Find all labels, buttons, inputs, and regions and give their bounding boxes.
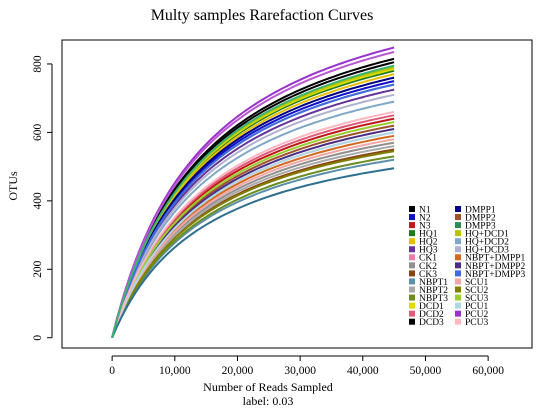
x-tick-label: 0 xyxy=(109,365,115,377)
series-line-32 xyxy=(111,64,395,338)
legend-swatch xyxy=(409,206,415,212)
legend-label: N3 xyxy=(419,222,431,232)
legend-swatch xyxy=(455,310,461,317)
curves xyxy=(111,46,395,339)
legend-swatch xyxy=(409,286,415,293)
legend-label: HQ3 xyxy=(419,246,438,256)
legend-label: CK2 xyxy=(419,262,437,272)
legend-label: NBPT1 xyxy=(419,278,448,288)
legend-swatch xyxy=(455,286,461,293)
x-axis-title: Number of Reads Sampled xyxy=(203,380,333,394)
series-line-nbpt3 xyxy=(111,155,395,339)
x-tick-label: 60,000 xyxy=(472,365,504,377)
legend-swatch xyxy=(409,230,415,237)
legend-swatch xyxy=(455,246,461,253)
legend-swatch xyxy=(409,302,415,309)
x-tick-label: 50,000 xyxy=(410,365,442,377)
x-tick-label: 40,000 xyxy=(347,365,379,377)
legend-label: HQ+DCD2 xyxy=(465,238,509,248)
legend-swatch xyxy=(409,222,415,229)
chart-title: Multy samples Rarefaction Curves xyxy=(151,7,374,24)
series-line-pcu3 xyxy=(111,110,395,339)
legend-swatch xyxy=(455,254,461,261)
legend-label: PCU3 xyxy=(465,318,488,328)
y-tick-label: 600 xyxy=(32,124,44,142)
legend-label: NBPT2 xyxy=(419,286,448,296)
legend-swatch xyxy=(455,270,461,277)
legend-swatch xyxy=(455,230,461,237)
legend-swatch xyxy=(455,262,461,269)
series-line-nbpt2 xyxy=(111,145,395,339)
series-line-dcd3 xyxy=(111,57,395,338)
x-tick-label: 30,000 xyxy=(284,365,316,377)
series-line-31 xyxy=(111,51,395,338)
legend-swatch xyxy=(409,294,415,301)
legend-swatch xyxy=(455,222,461,229)
legend-label: CK1 xyxy=(419,254,437,264)
legend-label: NBPT+DMPP3 xyxy=(465,270,526,280)
legend-swatch xyxy=(409,238,415,245)
legend-swatch xyxy=(409,214,415,221)
legend-label: CK3 xyxy=(419,270,437,280)
legend-label: HQ1 xyxy=(419,230,438,240)
legend-label: DCD1 xyxy=(419,302,444,312)
y-axis: 0 200 400 600 800 xyxy=(32,55,53,341)
series-line-scu3 xyxy=(111,121,395,339)
legend-swatch xyxy=(455,318,461,325)
series-line-nbpt-dmpp3 xyxy=(111,83,395,338)
x-tick-label: 10,000 xyxy=(159,365,191,377)
legend-swatch xyxy=(455,238,461,245)
legend-swatch xyxy=(409,318,415,325)
legend-label: DMPP2 xyxy=(465,213,496,223)
legend-label: DCD2 xyxy=(419,310,444,320)
x-tick-label: 20,000 xyxy=(222,365,254,377)
x-axis: 0 10,000 20,000 30,000 40,000 50,000 60,000 xyxy=(109,355,504,377)
series-line-30 xyxy=(111,167,395,339)
legend-label: DMPP1 xyxy=(465,205,496,215)
series-line-n1 xyxy=(111,61,395,338)
legend-swatch xyxy=(409,278,415,285)
legend-label: HQ+DCD1 xyxy=(465,230,509,240)
legend-swatch xyxy=(455,206,461,212)
legend: N1N2N3HQ1HQ2HQ3CK1CK2CK3NBPT1NBPT2NBPT3D… xyxy=(409,205,526,328)
legend-label: SCU1 xyxy=(465,278,488,288)
plot-frame xyxy=(61,39,533,349)
y-tick-label: 0 xyxy=(32,335,44,341)
y-tick-label: 200 xyxy=(32,260,44,278)
legend-label: SCU2 xyxy=(465,286,488,296)
legend-swatch xyxy=(409,246,415,253)
legend-swatch xyxy=(409,262,415,269)
series-line-scu1 xyxy=(111,138,395,339)
legend-label: N1 xyxy=(419,205,431,215)
y-tick-label: 800 xyxy=(32,55,44,72)
legend-label: PCU1 xyxy=(465,302,488,312)
series-line-dmpp1 xyxy=(111,76,395,338)
legend-label: SCU3 xyxy=(465,294,488,304)
legend-swatch xyxy=(455,278,461,285)
y-axis-title: OTUs xyxy=(6,171,20,201)
legend-swatch xyxy=(409,310,415,317)
series-line-hq-dcd3 xyxy=(111,93,395,338)
legend-label: NBPT+DMPP2 xyxy=(465,262,526,272)
y-tick-label: 400 xyxy=(32,192,44,210)
series-line-hq-dcd2 xyxy=(111,100,395,338)
legend-label: HQ+DCD3 xyxy=(465,246,509,256)
series-line-pcu1 xyxy=(111,131,395,339)
legend-swatch xyxy=(409,254,415,261)
legend-label: PCU2 xyxy=(465,310,488,320)
legend-label: DMPP3 xyxy=(465,222,496,232)
legend-label: DCD3 xyxy=(419,318,444,328)
legend-label: HQ2 xyxy=(419,238,438,248)
legend-label: NBPT+DMPP1 xyxy=(465,254,526,264)
legend-label: NBPT3 xyxy=(419,294,448,304)
x-axis-subtitle: label: 0.03 xyxy=(243,394,294,408)
legend-swatch xyxy=(455,302,461,309)
series-line-hq3 xyxy=(111,88,395,338)
legend-swatch xyxy=(455,214,461,221)
series-line-scu2 xyxy=(111,150,395,339)
legend-swatch xyxy=(455,294,461,301)
legend-swatch xyxy=(409,270,415,277)
legend-label: N2 xyxy=(419,213,431,223)
